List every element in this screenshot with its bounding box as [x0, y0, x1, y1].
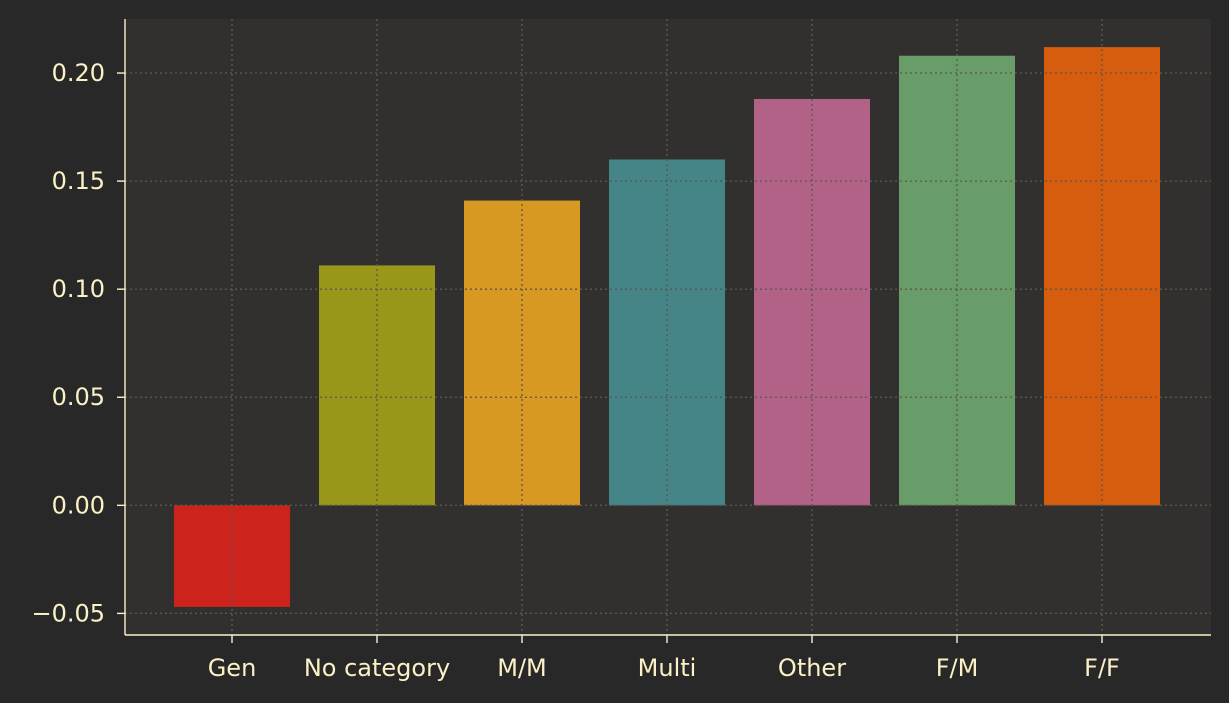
x-tick-label: Other: [778, 654, 846, 682]
y-tick-label: 0.10: [52, 275, 105, 303]
tick-labels: −0.05 0.00 0.05 0.10 0.15 0.20 Gen No category M…: [31, 59, 1119, 682]
y-tick-label: 0.00: [52, 491, 105, 519]
y-tick-label: −0.05: [31, 599, 105, 627]
grid-lines-overlay: [125, 19, 1211, 635]
y-tick-label: 0.05: [52, 383, 105, 411]
x-tick-label: Gen: [208, 654, 257, 682]
y-tick-label: 0.20: [52, 59, 105, 87]
bar-other: [754, 98, 870, 506]
y-tick-label: 0.15: [52, 167, 105, 195]
x-tick-label: F/M: [936, 654, 979, 682]
x-tick-label: Multi: [638, 654, 697, 682]
bar-multi: [609, 159, 725, 506]
bar-f-f: [1044, 47, 1160, 506]
axes: [117, 19, 1211, 643]
x-tick-label: No category: [304, 654, 450, 682]
x-tick-label: M/M: [497, 654, 547, 682]
x-tick-label: F/F: [1084, 654, 1120, 682]
